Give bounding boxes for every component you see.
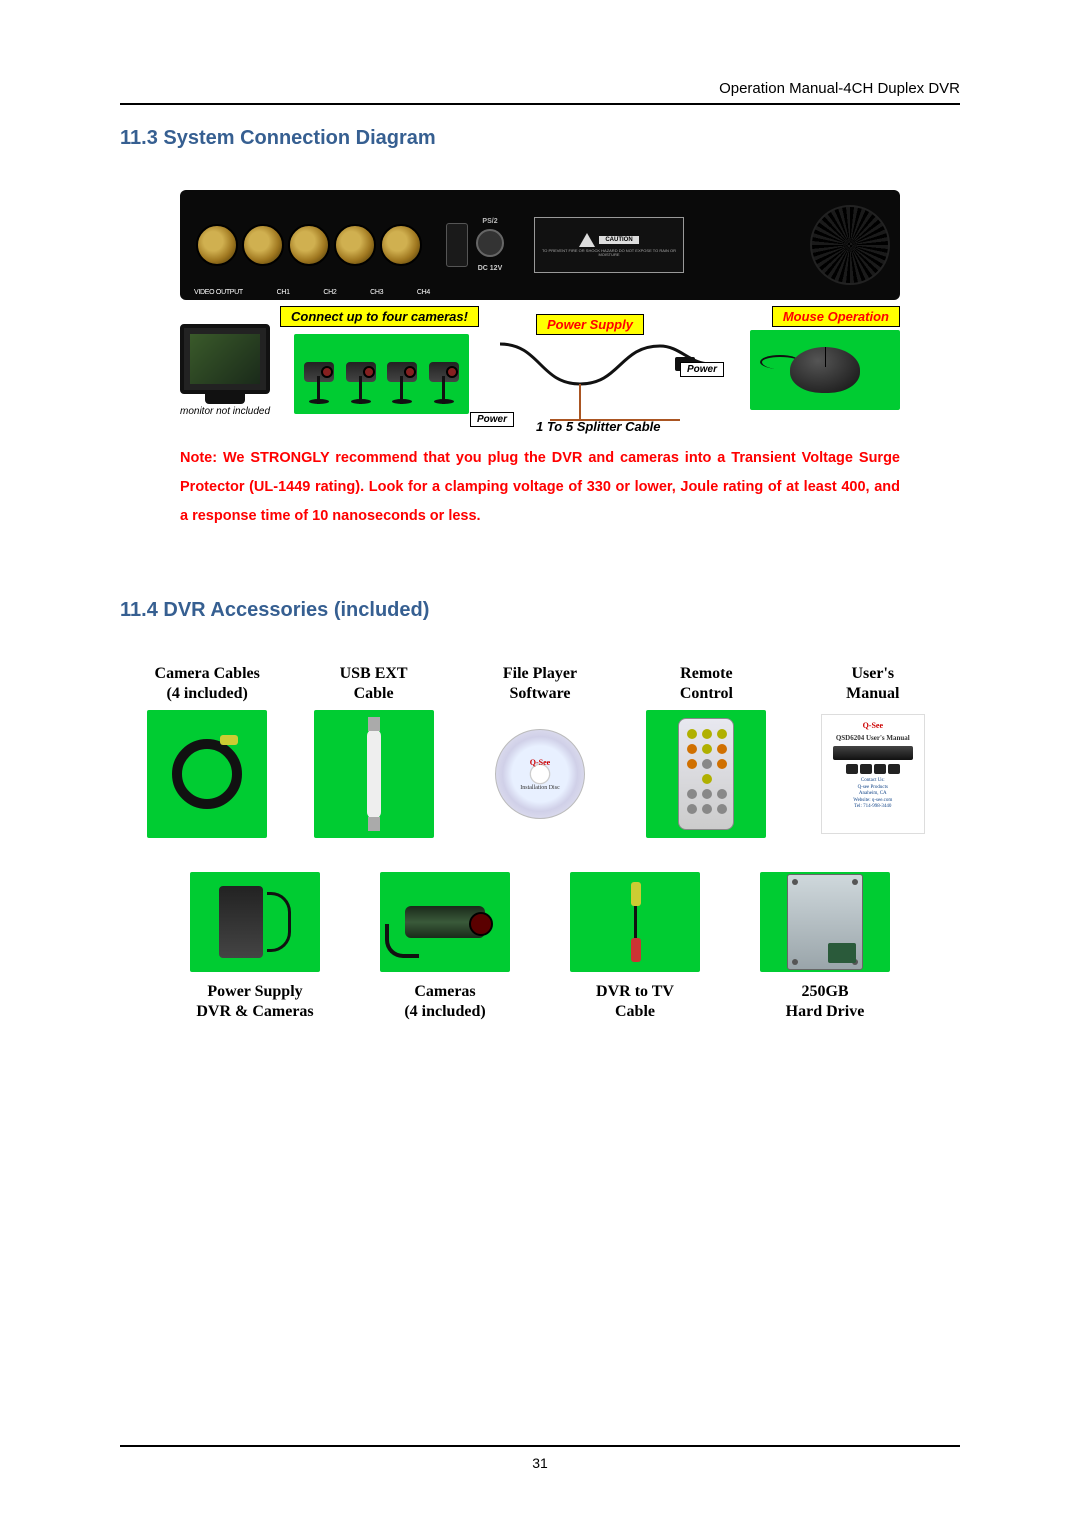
accessory-camera-cables: Camera Cables(4 included) [138,662,276,838]
monitor-icon [180,324,270,394]
manual-icon: Q-See QSD6204 User's Manual Contact Us:Q… [821,714,925,834]
cd-brand: Q-See [530,758,550,767]
surge-protector-note: Note: We STRONGLY recommend that you plu… [180,444,900,531]
acc-title: Remote [637,664,775,684]
page-footer: 31 [120,1445,960,1471]
accessory-remote: RemoteControl [637,662,775,838]
power-label-1: Power [470,412,514,427]
accessory-usb-ext: USB EXTCable [304,662,442,838]
fan-grill-icon [810,205,890,285]
acc-caption: Cameras [414,983,475,1000]
accessory-file-player: File PlayerSoftware Q-See Installation D… [471,662,609,838]
acc-title: File Player [471,664,609,684]
accessory-dvr-tv-cable: DVR to TV Cable [560,866,710,1022]
running-header: Operation Manual-4CH Duplex DVR [120,80,960,105]
bnc-label-ch4: CH4 [417,289,430,296]
acc-subtitle: Manual [804,684,942,704]
bnc-ch4 [380,224,422,266]
acc-caption: 250GB [801,983,848,1000]
accessories-row-2: Power Supply DVR & Cameras Cameras (4 incl… [180,866,900,1022]
bnc-label-ch1: CH1 [277,289,290,296]
bnc-ch3 [334,224,376,266]
callout-power-supply: Power Supply [536,314,644,335]
acc-title: User's [804,664,942,684]
cd-sub: Installation Disc [520,785,560,791]
manual-brand: Q-See [863,721,883,730]
acc-title: Camera Cables [138,664,276,684]
cd-icon: Q-See Installation Disc [495,729,585,819]
section-heading-11-4: 11.4 DVR Accessories (included) [120,599,960,622]
bnc-label-out: VIDEO OUTPUT [194,289,243,296]
accessory-manual: User'sManual Q-See QSD6204 User's Manual… [804,662,942,838]
accessory-cameras: Cameras (4 included) [370,866,520,1022]
manual-title: QSD6204 User's Manual [836,734,910,742]
acc-caption: Power Supply [207,983,302,1000]
acc-subtitle: Control [637,684,775,704]
dvr-back-panel: VIDEO OUTPUT CH1 CH2 CH3 CH4 PS/2 DC 12V… [180,190,900,300]
mouse-box [750,330,900,410]
monitor-caption: monitor not included [180,406,270,417]
callout-mouse: Mouse Operation [772,306,900,327]
accessory-hdd: 250GB Hard Drive [750,866,900,1022]
acc-caption-2: (4 included) [404,1003,485,1020]
psu-icon [219,886,291,958]
rca-cable-icon [627,882,643,962]
acc-caption-2: DVR & Cameras [196,1003,313,1020]
dc-label: DC 12V [478,265,503,272]
bnc-label-ch3: CH3 [370,289,383,296]
ps2-label: PS/2 [482,218,497,225]
acc-subtitle: Cable [304,684,442,704]
acc-title: USB EXT [304,664,442,684]
bnc-video-out [196,224,238,266]
power-label-2: Power [680,362,724,377]
remote-icon [678,718,734,830]
mouse-icon [790,347,860,393]
callout-cameras: Connect up to four cameras! [280,306,479,327]
accessories-row-1: Camera Cables(4 included) USB EXTCable F… [138,662,942,838]
acc-subtitle: (4 included) [138,684,276,704]
cameras-box [294,334,469,414]
ps2-port [476,229,504,257]
splitter-area: Power Power 1 To 5 Splitter Cable [480,334,730,430]
bnc-ch2 [288,224,330,266]
acc-subtitle: Software [471,684,609,704]
warning-triangle-icon [579,233,595,247]
page-number: 31 [532,1455,548,1471]
bnc-ch1 [242,224,284,266]
acc-caption-2: Hard Drive [786,1003,865,1020]
acc-caption-2: Cable [615,1003,655,1020]
hdd-icon [787,874,863,970]
bnc-label-ch2: CH2 [323,289,336,296]
callout-splitter: 1 To 5 Splitter Cable [536,419,661,434]
cable-coil-icon [172,739,242,809]
caution-plate: CAUTION TO PREVENT FIRE OR SHOCK HAZARD … [534,217,684,273]
accessory-power-supply: Power Supply DVR & Cameras [180,866,330,1022]
caution-label: CAUTION [599,236,638,244]
acc-caption: DVR to TV [596,983,674,1000]
section-heading-11-3: 11.3 System Connection Diagram [120,127,960,150]
usb-cable-icon [367,729,381,819]
port-block [446,223,468,267]
connection-diagram: VIDEO OUTPUT CH1 CH2 CH3 CH4 PS/2 DC 12V… [180,190,900,531]
